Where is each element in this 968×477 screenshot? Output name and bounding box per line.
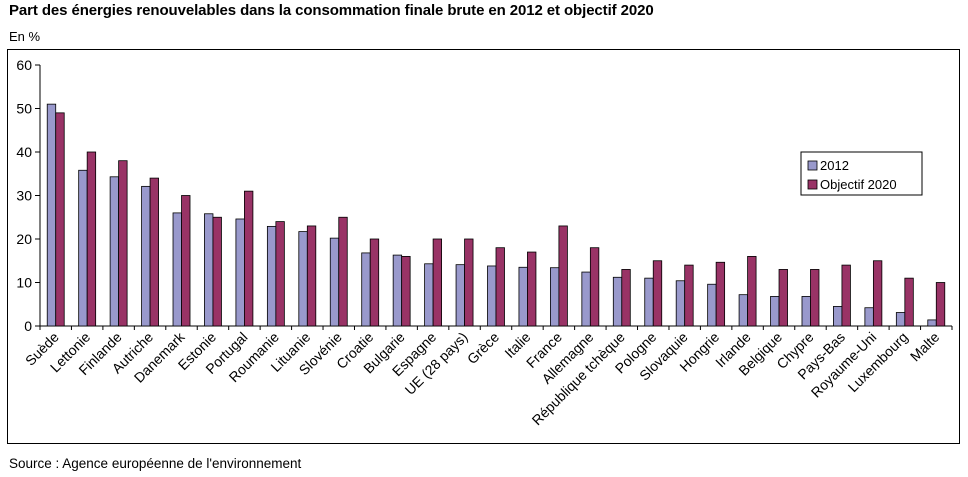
bar-2012	[392, 254, 403, 327]
bar-2012	[644, 277, 654, 327]
x-axis-labels: SuèdeLettonieFinlandeAutricheDanemarkEst…	[22, 328, 943, 428]
bar-2012	[612, 276, 623, 327]
bar-objectif-2020	[369, 238, 380, 327]
bar-objectif-2020	[904, 277, 914, 327]
bar-objectif-2020	[935, 282, 946, 327]
y-tick-label: 60	[16, 57, 32, 73]
legend: 2012 Objectif 2020	[800, 151, 923, 196]
bar-2012	[770, 296, 780, 327]
bar-chart: 0 10 20 30 40 50 60 SuèdeLettonieFinlandeAutri…	[16, 57, 953, 428]
chart-bars	[46, 103, 946, 327]
bar-objectif-2020	[118, 160, 128, 327]
legend-label-2012: 2012	[820, 158, 849, 173]
bar-objectif-2020	[872, 260, 883, 327]
bar-objectif-2020	[778, 269, 788, 327]
category-label: Grèce	[464, 329, 502, 367]
legend-swatch-objectif-2020	[807, 179, 818, 190]
y-tick-label: 30	[16, 188, 32, 204]
bar-2012	[46, 103, 57, 327]
bar-objectif-2020	[181, 195, 191, 327]
bar-2012	[581, 271, 591, 327]
bar-objectif-2020	[86, 151, 97, 327]
unit-label: En %	[9, 29, 41, 44]
bar-objectif-2020	[464, 238, 474, 327]
bar-objectif-2020	[527, 251, 537, 327]
bar-objectif-2020	[55, 112, 65, 327]
y-tick-label: 50	[16, 101, 32, 117]
bar-objectif-2020	[621, 269, 631, 327]
y-tick-label: 0	[24, 318, 32, 334]
bar-2012	[298, 231, 308, 327]
bar-objectif-2020	[810, 269, 820, 327]
bar-2012	[455, 264, 465, 327]
bar-2012	[549, 267, 560, 327]
chart-frame: 0 10 20 30 40 50 60 Suède Lettonie Finlande Autri…	[7, 49, 960, 444]
bar-2012	[864, 307, 874, 327]
bar-objectif-2020	[338, 216, 348, 327]
bar-2012	[927, 319, 937, 327]
bar-objectif-2020	[558, 225, 568, 327]
bar-objectif-2020	[275, 221, 285, 327]
source-note: Source : Agence européenne de l'environn…	[9, 456, 302, 471]
bar-objectif-2020	[747, 255, 757, 327]
bar-2012	[833, 306, 843, 327]
bar-2012	[801, 296, 811, 327]
bar-2012	[675, 280, 686, 327]
bar-objectif-2020	[652, 260, 663, 327]
bar-2012	[518, 266, 528, 327]
bar-2012	[361, 252, 371, 327]
bar-2012	[141, 185, 151, 327]
bar-2012	[329, 237, 340, 327]
chart-title: Part des énergies renouvelables dans la …	[9, 2, 654, 19]
bar-2012	[738, 294, 748, 327]
bar-objectif-2020	[589, 247, 600, 327]
y-tick-label: 10	[16, 275, 32, 291]
bar-objectif-2020	[684, 264, 694, 327]
bar-objectif-2020	[306, 225, 317, 327]
bar-2012	[424, 263, 434, 327]
bar-2012	[172, 212, 182, 327]
legend-swatch-2012	[807, 160, 818, 171]
y-axis-ticks: 0 10 20 30 40 50 60	[16, 57, 40, 334]
bar-objectif-2020	[841, 264, 851, 327]
bar-objectif-2020	[212, 216, 222, 327]
y-tick-label: 20	[16, 231, 32, 247]
bar-2012	[487, 265, 497, 327]
bar-2012	[266, 225, 277, 327]
y-tick-label: 40	[16, 144, 32, 160]
bar-2012	[204, 213, 214, 327]
bar-2012	[707, 283, 717, 327]
bar-objectif-2020	[432, 238, 443, 327]
bar-objectif-2020	[244, 190, 254, 327]
bar-2012	[235, 218, 245, 327]
bar-2012	[78, 169, 88, 327]
bar-objectif-2020	[495, 247, 505, 327]
legend-box	[800, 151, 923, 196]
bar-objectif-2020	[715, 261, 726, 327]
category-label: Malte	[907, 329, 943, 365]
bar-2012	[109, 176, 120, 327]
bar-objectif-2020	[149, 177, 159, 327]
bar-objectif-2020	[401, 255, 411, 327]
legend-label-objectif-2020: Objectif 2020	[820, 177, 897, 192]
bar-2012	[895, 312, 906, 327]
